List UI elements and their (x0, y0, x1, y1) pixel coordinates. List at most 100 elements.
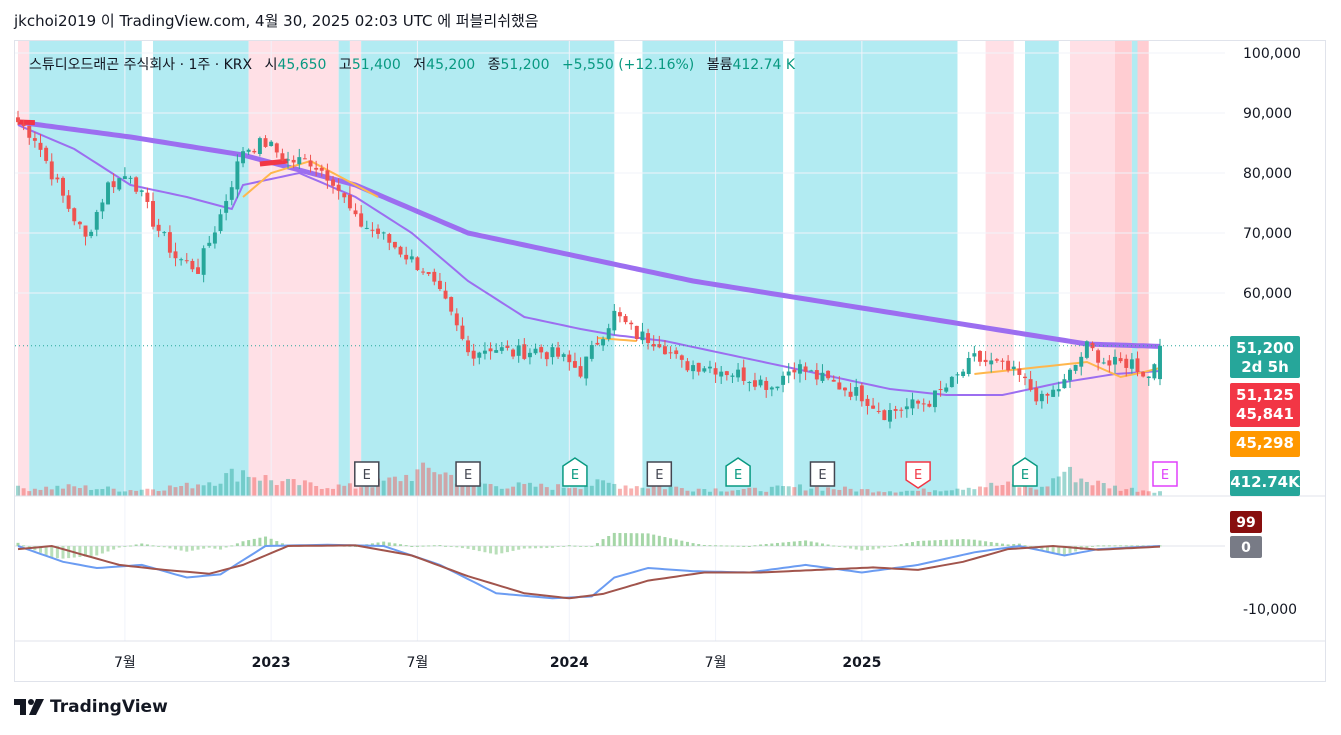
macd-histogram-bar (528, 546, 532, 549)
macd-histogram-bar (730, 545, 734, 547)
candle-body (848, 391, 853, 397)
macd-histogram-bar (1051, 546, 1055, 554)
candle-body (246, 149, 251, 152)
macd-histogram-bar (1141, 545, 1145, 547)
volume-bar (229, 468, 234, 496)
candle-body (544, 352, 549, 360)
volume-bar (100, 488, 105, 496)
macd-histogram-bar (55, 546, 59, 559)
macd-histogram-bar (382, 541, 386, 546)
candle-body (291, 159, 296, 163)
candle-body (702, 368, 707, 372)
volume-bar (376, 478, 381, 496)
candle-body (882, 410, 887, 421)
candle-body (814, 370, 819, 380)
volume-bar (1158, 491, 1162, 496)
macd-histogram-bar (905, 543, 909, 546)
candle-body (32, 138, 37, 141)
candle-body (505, 345, 510, 348)
earnings-marker-label: E (818, 468, 826, 483)
volume-bar (983, 487, 988, 496)
chart-svg[interactable]: E E E E E E E E E 100,000 90,000 80,000 70,000 60,00… (15, 41, 1325, 681)
macd-histogram-bar (432, 545, 436, 547)
volume-bar (606, 482, 611, 496)
volume-bar (454, 483, 459, 496)
volume-bar (1084, 481, 1089, 496)
macd-histogram-bar (61, 546, 65, 559)
chart-panel[interactable]: E E E E E E E E E 100,000 90,000 80,000 70,000 60,00… (14, 40, 1326, 682)
volume-bar (359, 487, 364, 496)
candle-body (539, 347, 544, 353)
candle-body (139, 190, 144, 192)
macd-histogram-bar (550, 546, 554, 548)
candle-body (781, 375, 786, 385)
candle-body (910, 399, 915, 409)
macd-histogram-bar (804, 540, 808, 546)
macd-histogram-bar (567, 545, 571, 547)
candle-body (1113, 356, 1117, 365)
macd-histogram-bar (1102, 545, 1106, 547)
candle-body (162, 232, 167, 234)
earnings-marker (1152, 461, 1178, 487)
macd-histogram-bar (792, 541, 796, 546)
candle-body (567, 354, 572, 363)
volume-bar (286, 478, 290, 496)
candle-body (16, 117, 20, 123)
background-band (985, 41, 1014, 496)
candle-body (269, 141, 274, 147)
volume-bar (314, 486, 319, 496)
candle-body (938, 389, 943, 391)
macd-histogram-bar (1135, 545, 1139, 547)
candle-body (466, 340, 471, 353)
candle-body (691, 365, 696, 372)
candle-body (235, 161, 240, 190)
volume-bar (522, 483, 527, 496)
volume-bar (235, 481, 240, 496)
price-tick-label: 90,000 (1243, 106, 1292, 122)
macd-tick-label: -10,000 (1243, 602, 1297, 618)
macd-histogram-bar (1068, 546, 1072, 553)
macd-histogram-bar (89, 546, 93, 556)
candle-body (786, 371, 791, 376)
volume-bar (1079, 478, 1084, 496)
candle-body (331, 179, 336, 186)
earnings-marker (809, 461, 836, 487)
candle-body (297, 157, 302, 165)
volume-bar (381, 480, 386, 496)
candle-body (173, 251, 178, 259)
volume-bar (421, 462, 426, 496)
macd-zero-tag: 0 (1241, 540, 1251, 556)
volume-bar (584, 486, 589, 496)
volume-bar (1073, 482, 1078, 496)
macd-histogram-bar (939, 540, 943, 546)
volume-bar (657, 486, 662, 496)
candle-body (994, 359, 999, 361)
macd-histogram-bar (370, 543, 374, 546)
volume-bar (224, 473, 229, 496)
volume-bar (1152, 492, 1157, 496)
legend-open: 45,650 (277, 57, 326, 73)
volume-bar (488, 484, 493, 496)
candle-body (989, 360, 994, 365)
candle-body (443, 290, 448, 299)
macd-histogram-bar (50, 546, 54, 558)
volume-bar (252, 477, 257, 496)
tradingview-logo[interactable]: TradingView (14, 697, 168, 717)
candle-body (955, 374, 960, 376)
legend-open-label: 시 (265, 57, 278, 73)
volume-bar (32, 488, 37, 496)
macd-histogram-bar (112, 546, 116, 550)
macd-histogram-bar (832, 545, 836, 547)
volume-bar (685, 490, 690, 496)
candle-body (94, 212, 99, 230)
macd-histogram-bar (1006, 544, 1010, 546)
candle-body (1084, 341, 1089, 358)
macd-histogram-bar (438, 545, 442, 547)
macd-histogram-bar (280, 543, 284, 546)
candle-body (1051, 389, 1056, 397)
candle-body (66, 195, 71, 209)
earnings-marker-label: E (571, 468, 579, 483)
volume-bar (499, 488, 504, 496)
macd-histogram-bar (1107, 545, 1111, 547)
macd-histogram-bar (275, 541, 279, 546)
